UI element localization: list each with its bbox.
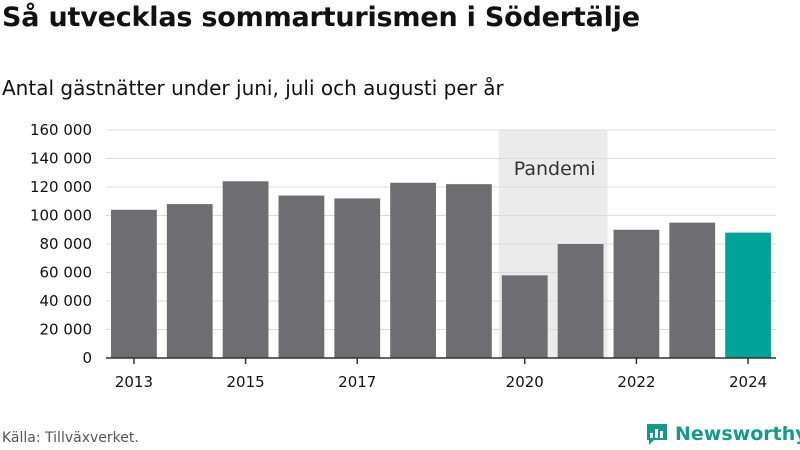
bar-2021 (557, 244, 604, 358)
bar-2024 (725, 232, 771, 358)
y-tick-label: 120 000 (30, 178, 92, 196)
bar-2018 (390, 182, 436, 358)
bar-chart-logo-icon (647, 424, 667, 445)
y-tick-label: 160 000 (30, 121, 92, 139)
x-tick-label: 2013 (115, 373, 153, 391)
x-tick-label: 2015 (226, 373, 264, 391)
bar-2014 (166, 204, 213, 358)
brand-logo: Newsworthy (645, 420, 800, 448)
y-tick-label: 80 000 (40, 235, 93, 253)
bar-2013 (111, 209, 157, 358)
source-note: Källa: Tillväxverket. (2, 430, 139, 446)
x-tick-label: 2020 (506, 373, 544, 391)
y-tick-label: 60 000 (40, 264, 93, 282)
y-tick-label: 100 000 (30, 207, 92, 225)
bar-2016 (278, 195, 325, 358)
bar-2023 (669, 222, 716, 358)
y-tick-label: 20 000 (40, 321, 93, 339)
bar-2015 (222, 181, 269, 358)
brand-name: Newsworthy (675, 423, 800, 445)
x-tick-label: 2022 (617, 373, 655, 391)
y-tick-label: 0 (82, 349, 92, 367)
bar-2019 (446, 184, 492, 358)
chart-title: Så utvecklas sommarturismen i Södertälje (2, 2, 640, 33)
x-tick-label: 2024 (729, 373, 767, 391)
bar-2020 (501, 275, 548, 358)
y-tick-label: 40 000 (40, 292, 93, 310)
pandemic-label: Pandemi (514, 158, 596, 180)
x-tick-label: 2017 (338, 373, 376, 391)
bar-2022 (613, 229, 660, 358)
y-tick-label: 140 000 (30, 150, 92, 168)
bar-chart: 0 20 000 40 000 60 000 80 000 100 000 120 000 1… (30, 121, 776, 391)
bar-2017 (334, 198, 381, 358)
chart-subtitle: Antal gästnätter under juni, juli och au… (2, 76, 504, 100)
